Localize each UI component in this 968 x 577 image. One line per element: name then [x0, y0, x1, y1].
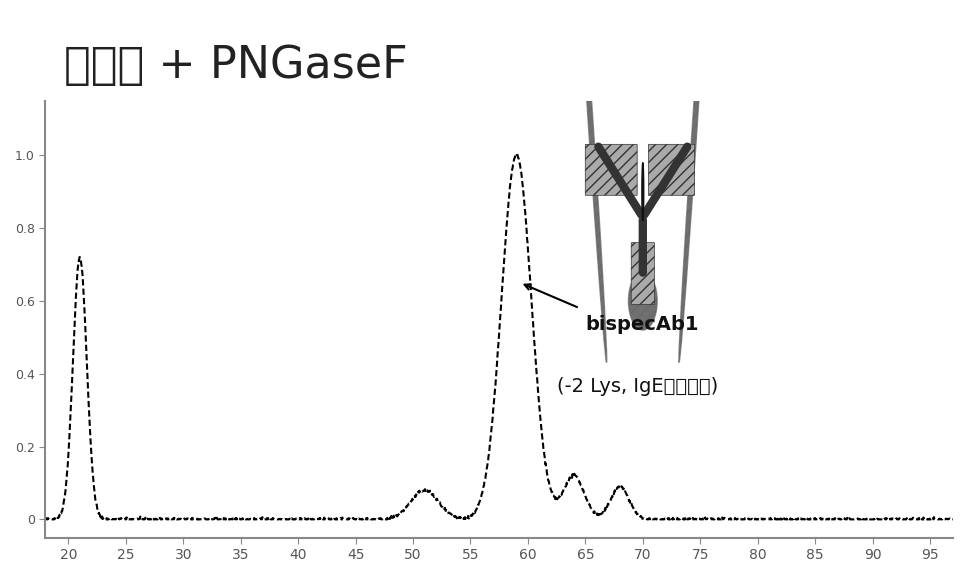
Text: 完整的 + PNGaseF: 完整的 + PNGaseF: [64, 44, 408, 87]
Ellipse shape: [679, 0, 711, 362]
Ellipse shape: [576, 0, 607, 362]
Text: (-2 Lys, IgE去糖基化): (-2 Lys, IgE去糖基化): [557, 377, 718, 396]
FancyBboxPatch shape: [586, 144, 637, 195]
Text: bispecAb1: bispecAb1: [586, 315, 699, 334]
FancyBboxPatch shape: [649, 144, 695, 195]
Ellipse shape: [628, 272, 657, 330]
FancyBboxPatch shape: [631, 243, 654, 305]
Circle shape: [642, 163, 644, 221]
